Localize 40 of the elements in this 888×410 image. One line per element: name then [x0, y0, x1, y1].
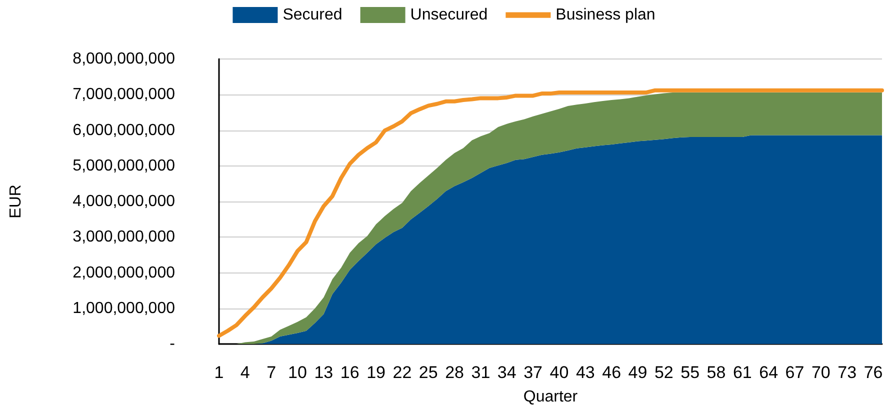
legend-label: Unsecured: [410, 6, 488, 24]
x-tick-label: 31: [471, 363, 490, 382]
y-tick-label: 6,000,000,000: [72, 122, 176, 139]
x-tick-label: 49: [628, 363, 648, 382]
x-tick-label: 19: [366, 363, 386, 382]
x-tick-label: 58: [706, 363, 726, 382]
y-tick-label: 1,000,000,000: [72, 300, 176, 317]
x-tick-label: 10: [288, 363, 307, 382]
y-axis-title: EUR: [8, 184, 24, 218]
x-tick-label: 37: [524, 363, 543, 382]
y-tick-label: 4,000,000,000: [72, 193, 176, 210]
y-tick-label: 3,000,000,000: [72, 228, 176, 246]
x-tick-label: 40: [550, 363, 569, 382]
x-tick-label: 43: [576, 363, 595, 382]
x-tick-label: 16: [340, 363, 360, 382]
x-tick-label: 67: [785, 363, 804, 382]
y-tick-label: 2,000,000,000: [72, 264, 176, 282]
x-tick-label: 52: [654, 363, 674, 382]
x-tick-label: 13: [314, 363, 334, 382]
x-tick-label: 4: [240, 363, 250, 382]
legend-label: Business plan: [556, 6, 656, 24]
x-tick-label: 28: [445, 363, 464, 382]
x-tick-label: 46: [602, 363, 622, 382]
x-tick-label: 22: [392, 363, 412, 382]
x-tick-label: 76: [864, 363, 883, 382]
x-tick-label: 70: [811, 363, 830, 382]
x-tick-label: 7: [266, 363, 276, 382]
x-tick-label: 61: [732, 363, 752, 382]
y-tick-label: -: [170, 336, 175, 352]
x-tick-label: 55: [680, 363, 700, 382]
y-tick-label: 5,000,000,000: [72, 157, 176, 174]
x-tick-label: 73: [838, 363, 857, 382]
x-axis-title: Quarter: [523, 388, 578, 406]
legend-label: Secured: [282, 6, 342, 24]
y-tick-label: 7,000,000,000: [72, 86, 176, 104]
x-tick-label: 25: [418, 363, 438, 382]
x-tick-label: 34: [497, 363, 516, 382]
x-tick-label: 1: [214, 363, 224, 382]
y-tick-label: 8,000,000,000: [72, 50, 176, 68]
x-tick-label: 64: [759, 363, 778, 382]
